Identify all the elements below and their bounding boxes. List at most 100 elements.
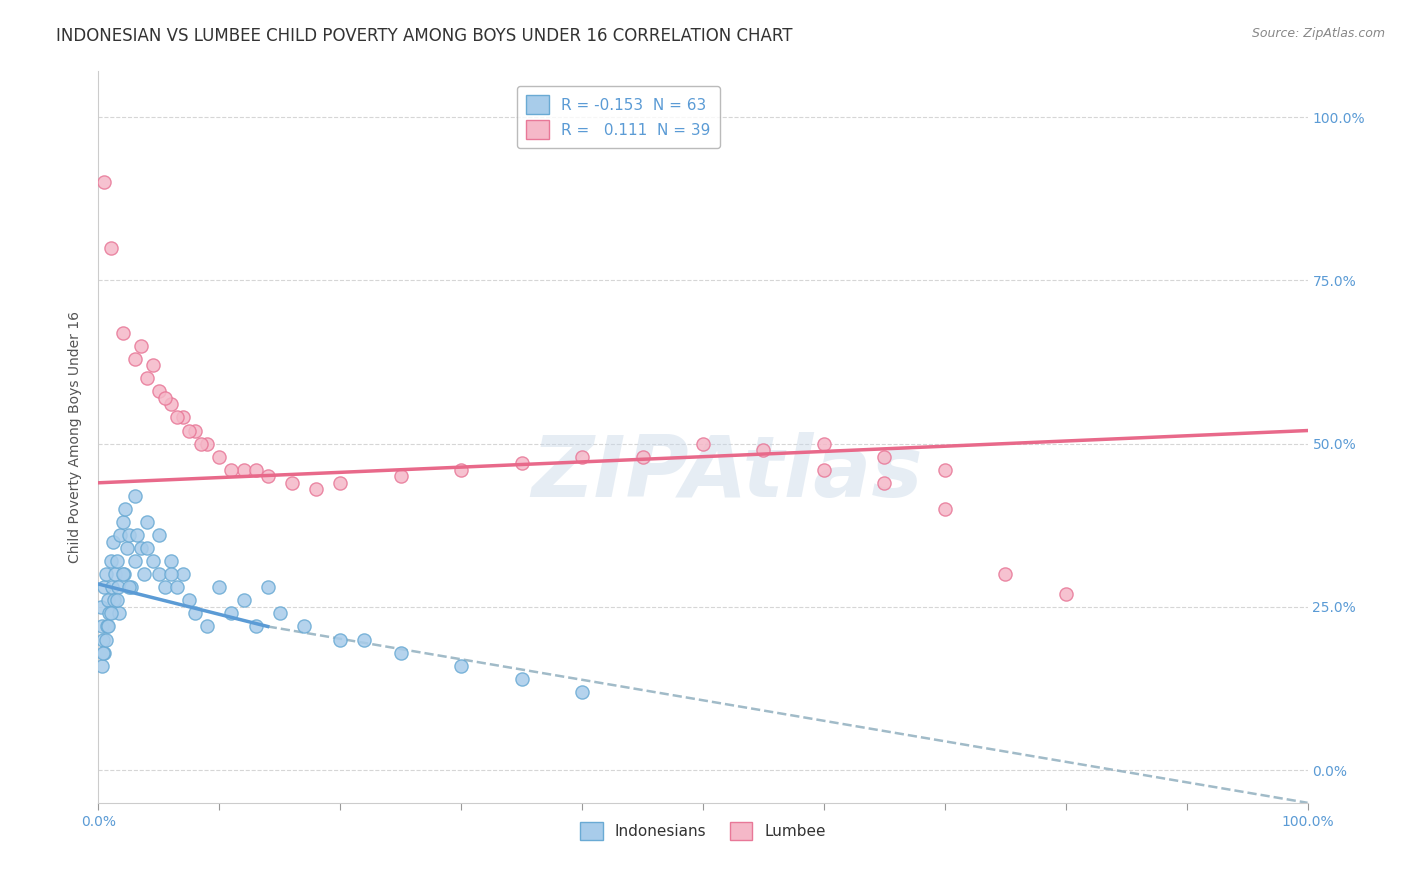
Point <box>97 593 120 607</box>
Point <box>305 483 328 497</box>
Point <box>752 443 775 458</box>
Point <box>100 554 122 568</box>
Point <box>148 384 170 399</box>
Point <box>571 685 593 699</box>
Point <box>160 397 183 411</box>
Point <box>104 567 127 582</box>
Point <box>994 567 1017 582</box>
Point <box>256 580 278 594</box>
Point <box>179 593 201 607</box>
Point <box>91 646 114 660</box>
Point <box>160 567 183 582</box>
Point <box>100 580 122 594</box>
Point <box>124 351 146 366</box>
Point <box>184 424 207 438</box>
Point <box>269 607 291 621</box>
Point <box>166 410 188 425</box>
Point <box>692 436 714 450</box>
Point <box>124 554 146 568</box>
Point <box>934 502 956 516</box>
Legend: Indonesians, Lumbee: Indonesians, Lumbee <box>574 815 832 847</box>
Point <box>166 580 188 594</box>
Point <box>129 339 152 353</box>
Text: INDONESIAN VS LUMBEE CHILD POVERTY AMONG BOYS UNDER 16 CORRELATION CHART: INDONESIAN VS LUMBEE CHILD POVERTY AMONG… <box>56 27 793 45</box>
Point <box>934 463 956 477</box>
Point <box>111 326 134 340</box>
Point <box>93 646 115 660</box>
Point <box>873 475 896 490</box>
Point <box>107 580 129 594</box>
Point <box>142 358 165 372</box>
Point <box>100 607 122 621</box>
Point <box>148 567 170 582</box>
Point <box>571 450 593 464</box>
Point <box>135 371 157 385</box>
Point <box>195 436 218 450</box>
Point <box>510 672 533 686</box>
Point <box>105 593 128 607</box>
Point <box>221 607 243 621</box>
Point <box>90 599 112 614</box>
Text: ZIPAtlas: ZIPAtlas <box>531 432 922 516</box>
Point <box>148 528 170 542</box>
Point <box>813 463 835 477</box>
Point <box>292 619 315 633</box>
Point <box>184 607 207 621</box>
Point <box>1054 587 1077 601</box>
Point <box>103 593 125 607</box>
Point <box>91 658 114 673</box>
Point <box>96 619 118 633</box>
Point <box>118 528 141 542</box>
Point <box>93 175 115 189</box>
Point <box>120 580 142 594</box>
Point <box>245 619 267 633</box>
Point <box>97 619 120 633</box>
Y-axis label: Child Poverty Among Boys Under 16: Child Poverty Among Boys Under 16 <box>69 311 83 563</box>
Point <box>450 463 472 477</box>
Point <box>510 456 533 470</box>
Point <box>118 580 141 594</box>
Point <box>179 424 201 438</box>
Point <box>129 541 152 555</box>
Point <box>232 593 254 607</box>
Point <box>172 567 194 582</box>
Point <box>353 632 375 647</box>
Point <box>195 619 218 633</box>
Point <box>450 658 472 673</box>
Point <box>389 646 412 660</box>
Point <box>221 463 243 477</box>
Point <box>117 541 139 555</box>
Point <box>153 391 176 405</box>
Point <box>631 450 654 464</box>
Point <box>135 515 157 529</box>
Point <box>160 554 183 568</box>
Point <box>91 632 114 647</box>
Point <box>142 554 165 568</box>
Point <box>172 410 194 425</box>
Point <box>232 463 254 477</box>
Point <box>153 580 176 594</box>
Point <box>94 567 117 582</box>
Point <box>135 541 157 555</box>
Point <box>114 502 136 516</box>
Point <box>108 528 131 542</box>
Point <box>91 619 114 633</box>
Point <box>281 475 304 490</box>
Point <box>256 469 278 483</box>
Point <box>108 607 131 621</box>
Point <box>100 241 122 255</box>
Point <box>389 469 412 483</box>
Point <box>93 580 115 594</box>
Point <box>134 567 156 582</box>
Point <box>873 450 896 464</box>
Point <box>111 567 134 582</box>
Point <box>329 475 352 490</box>
Point <box>101 534 124 549</box>
Point <box>111 515 134 529</box>
Point <box>329 632 352 647</box>
Point <box>127 528 149 542</box>
Point <box>98 607 121 621</box>
Point <box>208 580 231 594</box>
Point <box>208 450 231 464</box>
Text: Source: ZipAtlas.com: Source: ZipAtlas.com <box>1251 27 1385 40</box>
